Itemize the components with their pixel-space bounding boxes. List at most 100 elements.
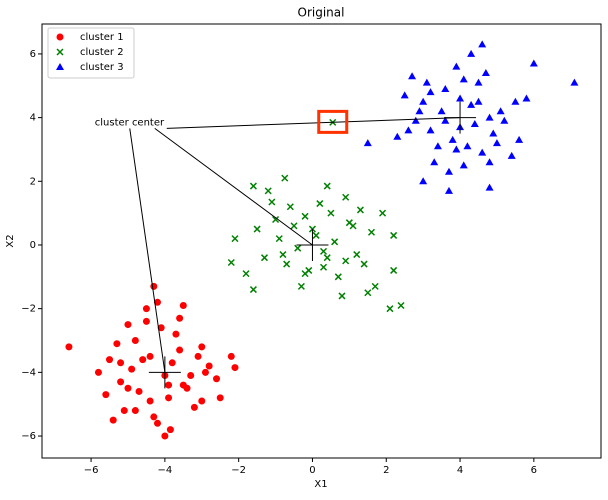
- point: [360, 260, 368, 268]
- point: [117, 378, 125, 386]
- point: [448, 135, 457, 143]
- point: [463, 142, 472, 150]
- point: [433, 142, 442, 150]
- point: [515, 135, 524, 143]
- legend-box: [47, 27, 135, 79]
- point: [301, 212, 309, 220]
- point: [150, 282, 158, 290]
- point: [426, 88, 435, 96]
- point: [153, 419, 161, 427]
- point: [142, 305, 150, 313]
- point: [179, 381, 187, 389]
- point: [334, 273, 342, 281]
- legend-marker: [56, 48, 64, 56]
- point: [319, 247, 328, 255]
- point: [142, 317, 150, 325]
- point: [94, 368, 102, 376]
- point: [205, 362, 213, 370]
- point: [485, 113, 494, 121]
- point: [522, 94, 531, 102]
- point: [390, 231, 398, 239]
- y-tick-label: 6: [30, 49, 36, 60]
- y-tick-label: 2: [30, 176, 36, 187]
- point: [102, 391, 110, 399]
- point: [419, 97, 428, 105]
- point: [507, 151, 516, 159]
- point: [301, 270, 309, 278]
- point: [422, 78, 431, 86]
- point: [316, 200, 324, 208]
- point: [342, 193, 350, 201]
- point: [323, 182, 331, 190]
- annotation-arrow: [166, 117, 461, 129]
- point: [249, 182, 257, 190]
- point: [467, 49, 476, 57]
- axes-frame: [41, 23, 602, 459]
- point: [179, 301, 187, 309]
- point: [492, 139, 501, 147]
- point: [444, 186, 453, 194]
- point: [319, 263, 328, 271]
- point: [165, 394, 173, 402]
- point: [227, 352, 235, 360]
- point: [198, 343, 206, 351]
- point: [279, 251, 287, 259]
- point: [327, 209, 335, 217]
- point: [444, 167, 453, 175]
- point: [379, 209, 387, 217]
- point: [128, 365, 136, 373]
- point: [124, 321, 132, 329]
- x-tick-label: −6: [84, 465, 99, 476]
- annotation-arrow: [154, 127, 313, 246]
- point: [408, 72, 417, 80]
- point: [364, 289, 372, 297]
- point: [264, 187, 272, 195]
- legend-marker: [56, 33, 64, 41]
- point: [135, 387, 143, 395]
- point: [474, 97, 483, 105]
- point: [459, 161, 468, 169]
- point: [367, 228, 376, 236]
- point: [386, 305, 394, 313]
- point: [281, 174, 289, 182]
- point: [485, 158, 494, 166]
- point: [363, 139, 372, 147]
- point: [478, 40, 487, 48]
- point: [231, 235, 239, 243]
- point: [249, 286, 257, 294]
- point: [117, 359, 125, 367]
- y-tick-label: −6: [21, 431, 36, 442]
- x-tick-label: 6: [531, 465, 537, 476]
- point: [227, 258, 235, 267]
- point: [268, 198, 276, 206]
- point: [146, 352, 154, 360]
- point: [415, 107, 424, 115]
- point: [187, 372, 195, 380]
- legend-marker: [56, 63, 64, 70]
- point: [216, 394, 224, 402]
- point: [511, 97, 520, 105]
- point: [150, 413, 158, 421]
- point: [342, 257, 350, 265]
- point: [124, 384, 132, 392]
- point: [323, 254, 331, 262]
- point: [349, 222, 357, 230]
- point: [390, 266, 398, 274]
- point: [441, 84, 450, 92]
- point: [353, 251, 361, 259]
- point: [500, 116, 509, 124]
- point: [489, 129, 498, 137]
- y-tick-label: −4: [21, 367, 36, 378]
- y-axis-label: X2: [5, 234, 16, 247]
- point: [456, 94, 465, 102]
- point: [478, 148, 487, 156]
- point: [65, 343, 73, 351]
- point: [176, 346, 184, 354]
- x-tick-label: −4: [157, 465, 172, 476]
- point: [290, 222, 298, 230]
- point: [400, 91, 409, 99]
- point: [139, 356, 147, 364]
- point: [481, 69, 490, 77]
